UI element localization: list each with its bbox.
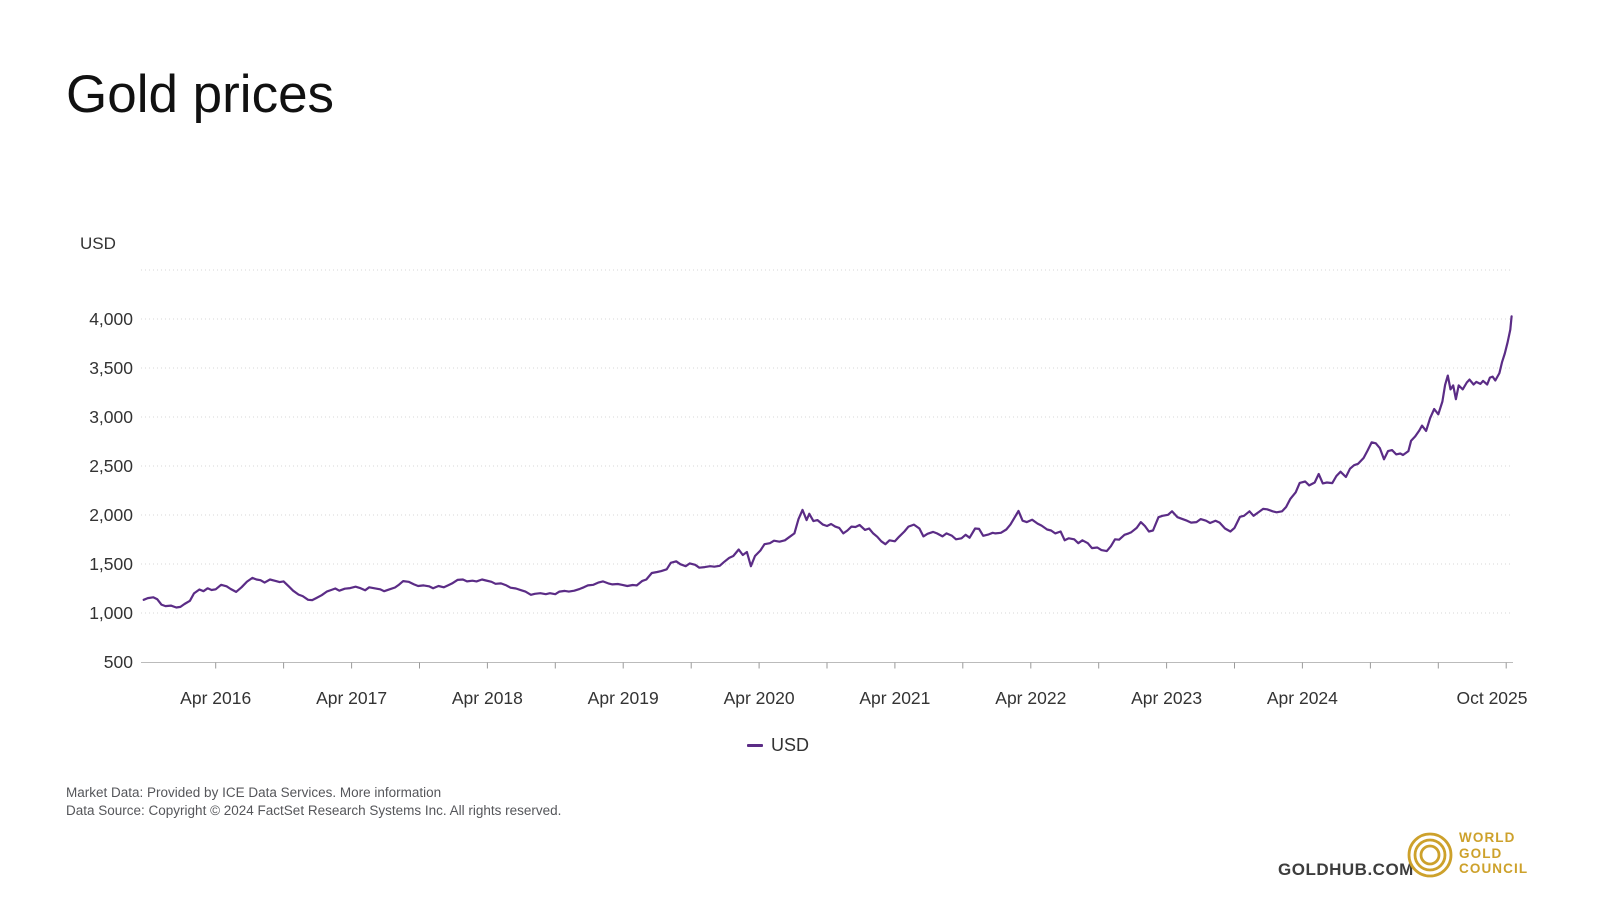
x-tick-label: Apr 2023 [1131, 688, 1202, 708]
x-tick-label: Apr 2017 [316, 688, 387, 708]
wgc-wordmark: WORLD GOLD COUNCIL [1459, 830, 1528, 877]
wgc-wordmark-line: GOLD [1459, 845, 1503, 861]
x-tick-label: Apr 2016 [180, 688, 251, 708]
y-tick-label: 1,500 [89, 554, 133, 574]
x-tick-label: Oct 2025 [1456, 688, 1527, 708]
y-tick-label: 3,000 [89, 407, 133, 427]
y-tick-label: 3,500 [89, 358, 133, 378]
legend-line-swatch [746, 744, 763, 747]
legend-item-usd[interactable]: USD [746, 735, 809, 756]
legend: USD [0, 735, 1556, 756]
page-title: Gold prices [66, 65, 335, 124]
data-source-text: Data Source: Copyright © 2024 FactSet Re… [66, 803, 562, 818]
series-line-usd[interactable] [142, 315, 1513, 609]
x-tick-label: Apr 2019 [588, 688, 659, 708]
x-tick-label: Apr 2020 [724, 688, 795, 708]
more-information-link[interactable]: More information [339, 785, 442, 800]
chart-footer: Market Data: Provided by ICE Data Servic… [66, 784, 561, 820]
y-tick-label: 500 [104, 652, 133, 672]
y-axis-title: USD [80, 234, 116, 253]
x-tick-label: Apr 2024 [1267, 688, 1338, 708]
x-tick-label: Apr 2021 [859, 688, 930, 708]
x-tick-label: Apr 2022 [995, 688, 1066, 708]
y-tick-label: 2,000 [89, 505, 133, 525]
y-tick-label: 1,000 [89, 603, 133, 623]
goldhub-wordmark: GOLDHUB.COM [1278, 860, 1414, 879]
wgc-rings-icon [1407, 832, 1453, 878]
wgc-wordmark-line: COUNCIL [1459, 861, 1529, 876]
y-tick-label: 4,000 [89, 309, 133, 329]
wgc-wordmark-line: WORLD [1459, 830, 1516, 845]
x-tick-label: Apr 2018 [452, 688, 523, 708]
y-tick-label: 2,500 [89, 456, 133, 476]
market-data-text: Market Data: Provided by ICE Data Servic… [66, 785, 337, 800]
legend-label: USD [770, 735, 809, 755]
